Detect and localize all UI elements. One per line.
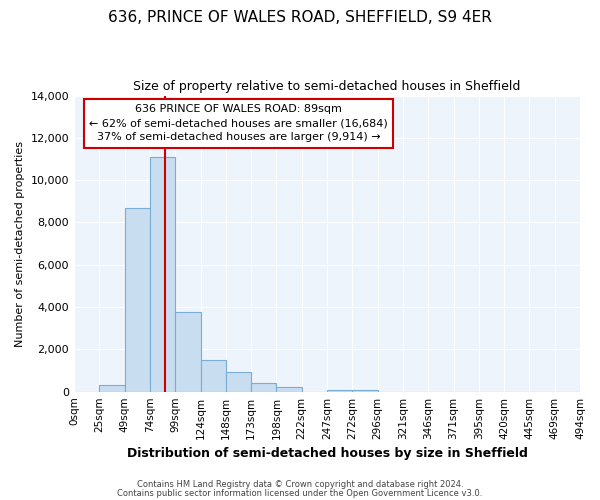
X-axis label: Distribution of semi-detached houses by size in Sheffield: Distribution of semi-detached houses by … — [127, 447, 527, 460]
Bar — [327, 390, 352, 392]
Bar — [251, 383, 277, 392]
Bar — [175, 312, 200, 392]
Bar — [100, 386, 125, 392]
Text: Contains HM Land Registry data © Crown copyright and database right 2024.: Contains HM Land Registry data © Crown c… — [137, 480, 463, 489]
Bar — [125, 208, 150, 392]
Text: Contains public sector information licensed under the Open Government Licence v3: Contains public sector information licen… — [118, 489, 482, 498]
Bar — [226, 372, 251, 392]
Title: Size of property relative to semi-detached houses in Sheffield: Size of property relative to semi-detach… — [133, 80, 521, 93]
Bar — [150, 157, 175, 392]
Text: 636, PRINCE OF WALES ROAD, SHEFFIELD, S9 4ER: 636, PRINCE OF WALES ROAD, SHEFFIELD, S9… — [108, 10, 492, 25]
Bar — [277, 388, 302, 392]
Text: 636 PRINCE OF WALES ROAD: 89sqm
← 62% of semi-detached houses are smaller (16,68: 636 PRINCE OF WALES ROAD: 89sqm ← 62% of… — [89, 104, 388, 142]
Bar — [200, 360, 226, 392]
Y-axis label: Number of semi-detached properties: Number of semi-detached properties — [15, 140, 25, 346]
Bar — [352, 390, 377, 392]
